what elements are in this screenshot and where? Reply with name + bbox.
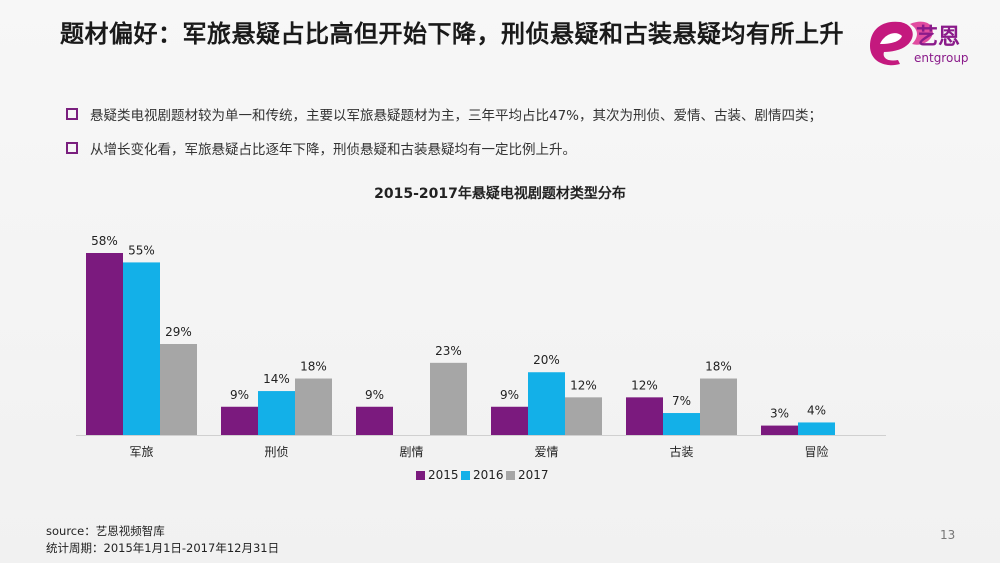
bullet-square-icon <box>66 142 78 154</box>
data-label: 55% <box>128 243 155 257</box>
bar-2016 <box>663 413 700 435</box>
bullet-square-icon <box>66 108 78 120</box>
bullet-item: 悬疑类电视剧题材较为单一和传统，主要以军旅悬疑题材为主，三年平均占比47%，其次… <box>66 97 966 131</box>
data-label: 18% <box>705 360 732 374</box>
bar-2015 <box>221 406 258 435</box>
bullet-text: 从增长变化看，军旅悬疑占比逐年下降，刑侦悬疑和古装悬疑均有一定比例上升。 <box>90 142 576 158</box>
source-note: source：艺恩视频智库 <box>46 524 165 538</box>
bar-2015 <box>86 253 123 435</box>
bar-2016 <box>528 372 565 435</box>
legend-swatch-2017 <box>506 471 515 480</box>
legend-label: 2015 <box>428 468 459 482</box>
page-number: 13 <box>940 528 956 542</box>
bullet-text: 悬疑类电视剧题材较为单一和传统，主要以军旅悬疑题材为主，三年平均占比47%，其次… <box>90 108 823 124</box>
bullet-item: 从增长变化看，军旅悬疑占比逐年下降，刑侦悬疑和古装悬疑均有一定比例上升。 <box>66 131 966 165</box>
data-label: 14% <box>263 372 290 386</box>
data-label: 12% <box>631 378 658 392</box>
category-label: 剧情 <box>399 445 423 459</box>
period-note: 统计周期：2015年1月1日-2017年12月31日 <box>46 541 280 555</box>
bar-2016 <box>258 391 295 435</box>
page-title: 题材偏好：军旅悬疑占比高但开始下降，刑侦悬疑和古装悬疑均有所上升 <box>60 20 844 48</box>
bar-2016 <box>798 422 835 435</box>
category-label: 军旅 <box>129 445 153 459</box>
bar-2017 <box>160 344 197 435</box>
data-label: 9% <box>230 388 249 402</box>
data-label: 9% <box>500 388 519 402</box>
summary-bullets: 悬疑类电视剧题材较为单一和传统，主要以军旅悬疑题材为主，三年平均占比47%，其次… <box>66 97 966 165</box>
data-label: 18% <box>300 360 327 374</box>
footer: source：艺恩视频智库 统计周期：2015年1月1日-2017年12月31日 <box>46 523 279 557</box>
bar-2015 <box>356 406 393 435</box>
data-label: 3% <box>770 407 789 421</box>
category-label: 冒险 <box>804 444 828 459</box>
legend-label: 2017 <box>518 468 549 482</box>
logo-text-cn: 艺恩 <box>916 24 960 50</box>
chart-title: 2015-2017年悬疑电视剧题材类型分布 <box>374 186 626 202</box>
data-label: 4% <box>807 403 826 417</box>
data-label: 7% <box>672 394 691 408</box>
data-label: 58% <box>91 234 118 248</box>
legend-swatch-2015 <box>416 471 425 480</box>
category-label: 古装 <box>669 444 693 459</box>
data-label: 12% <box>570 378 597 392</box>
bar-2017 <box>565 397 602 435</box>
logo-icon <box>870 21 933 66</box>
legend-label: 2016 <box>473 468 504 482</box>
entgroup-logo: 艺恩 entgroup <box>870 21 969 66</box>
bar-2016 <box>123 262 160 435</box>
data-label: 9% <box>365 388 384 402</box>
category-label: 爱情 <box>534 445 558 459</box>
category-label: 刑侦 <box>264 445 288 459</box>
logo-text-en: entgroup <box>914 51 969 65</box>
data-label: 29% <box>165 325 192 339</box>
bar-2015 <box>626 397 663 435</box>
legend-swatch-2016 <box>461 471 470 480</box>
bar-2017 <box>700 378 737 435</box>
bar-2017 <box>295 378 332 435</box>
bar-2015 <box>761 425 798 435</box>
bar-2015 <box>491 406 528 435</box>
data-label: 20% <box>533 353 560 367</box>
data-label: 23% <box>435 344 462 358</box>
bar-2017 <box>430 362 467 435</box>
